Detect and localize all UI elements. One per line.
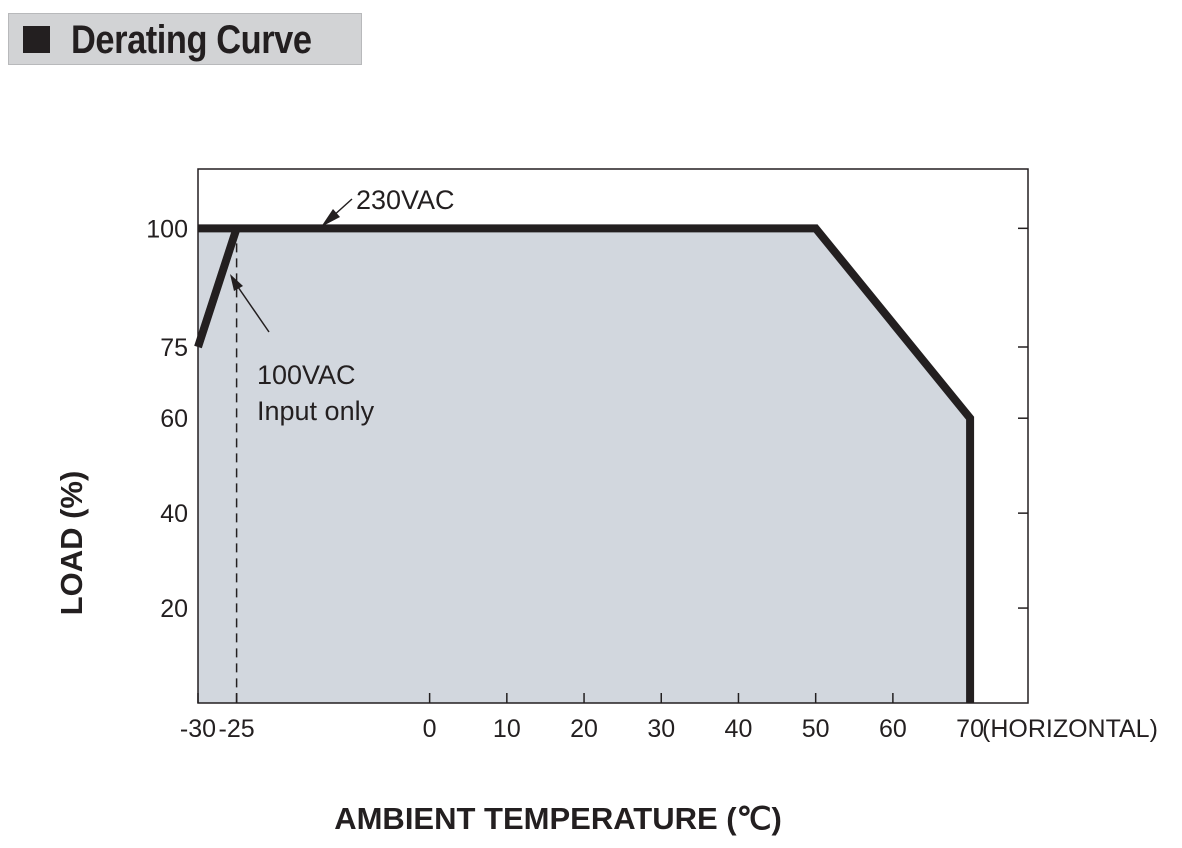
x-tick-label: 40 [725,715,753,743]
y-axis-title: LOAD (%) [54,471,89,616]
arrowhead-100vac [230,274,243,291]
y-tick-label: 20 [160,595,188,623]
y-tick-label: 100 [146,215,188,243]
title-banner: Derating Curve [8,13,362,65]
label-230vac: 230VAC [356,185,455,215]
safe-operating-area [198,228,971,704]
arrowhead-230vac [321,209,340,227]
series-layer [194,224,975,703]
plot-frame [197,168,1029,704]
x-tick-label: 10 [493,715,521,743]
series-230vac-line [198,224,975,703]
x-ticks: -30 -25 0 10 20 30 40 50 60 70 [180,693,984,743]
x-axis-orientation-label: (HORIZONTAL) [982,715,1158,743]
chart-title: Derating Curve [71,18,312,62]
x-tick-label: -25 [219,715,255,743]
x-tick-label: 30 [647,715,675,743]
x-tick-label: 60 [879,715,907,743]
x-tick-label: 50 [802,715,830,743]
y-ticks: 20 40 60 75 100 [146,215,1028,623]
annotation-layer: 230VAC 100VAC Input only [230,185,455,426]
x-tick-label: 20 [570,715,598,743]
y-tick-label: 40 [160,500,188,528]
arrow-100vac [237,286,270,333]
x-axis-title: AMBIENT TEMPERATURE (℃) [334,801,782,836]
series-100vac-line [194,227,241,349]
x-tick-label: 70 [956,715,984,743]
y-tick-label: 60 [160,405,188,433]
label-input-only: Input only [257,396,375,426]
title-square-icon [23,26,50,53]
label-100vac: 100VAC [257,360,356,390]
x-tick-label: 0 [423,715,437,743]
y-tick-label: 75 [160,334,188,362]
x-tick-label: -30 [180,715,216,743]
